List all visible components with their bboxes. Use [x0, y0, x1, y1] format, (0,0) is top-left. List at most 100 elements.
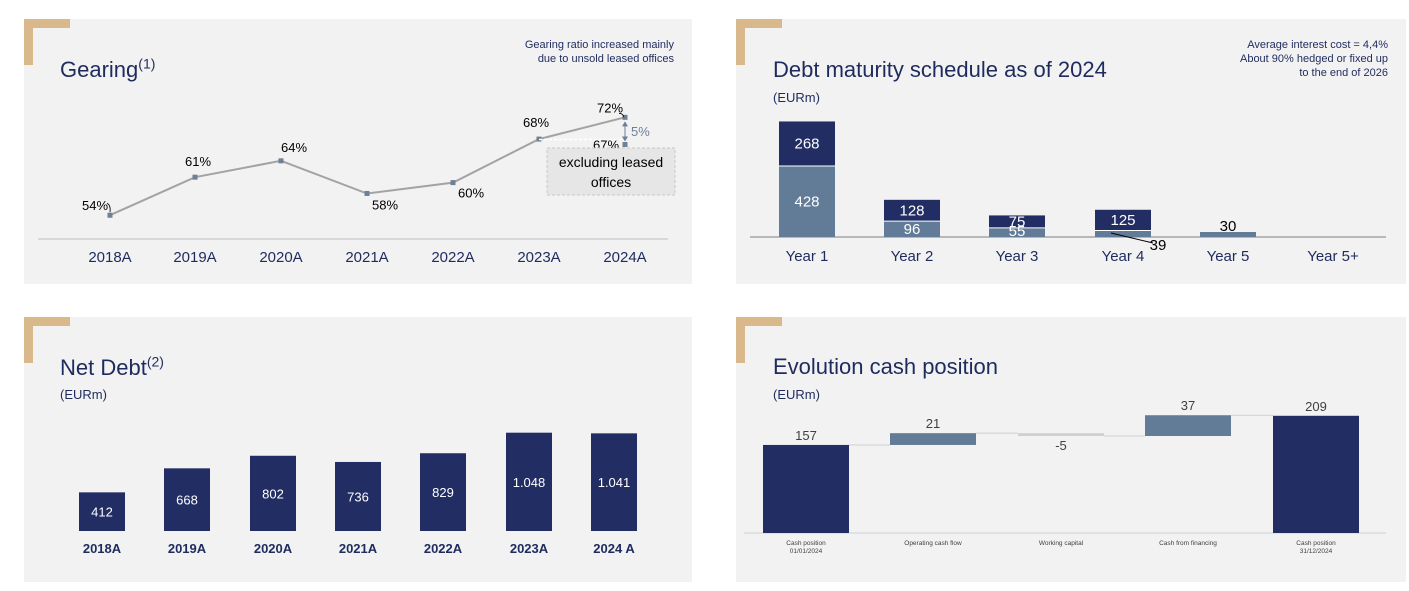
corner-ornament [736, 317, 782, 363]
net-debt-bar [164, 468, 210, 531]
debt-maturity-panel: Debt maturity schedule as of 2024 (EURm)… [736, 19, 1406, 284]
gearing-note-line2: due to unsold leased offices [537, 53, 674, 65]
net-debt-bar [506, 432, 552, 531]
maturity-bottom-label: 30 [1220, 218, 1237, 235]
corner-ornament [736, 19, 782, 65]
maturity-bottom-label: 96 [904, 221, 921, 238]
cash-position-title: Evolution cash position [773, 354, 999, 379]
gearing-title-footnote: (1) [138, 55, 156, 72]
maturity-bar-bottom [1095, 230, 1151, 237]
net-debt-panel: Net Debt(2) (EURm) 412 2018A 668 2019A 802 20… [24, 317, 692, 582]
net-debt-x-tick: 2023A [510, 541, 549, 556]
gearing-data-label: 60% [458, 186, 484, 201]
gearing-note-line1: Gearing ratio increased mainly [524, 39, 674, 51]
gearing-point [278, 158, 284, 164]
debt-maturity-note: Average interest cost = 4,4% About 90% h… [1240, 38, 1388, 80]
net-debt-value-label: 829 [432, 485, 454, 500]
net-debt-unit: (EURm) [60, 387, 107, 402]
gearing-point [192, 174, 198, 180]
gearing-x-tick: 2023A [517, 249, 560, 266]
maturity-top-label: 268 [794, 136, 819, 153]
gearing-x-tick: 2019A [173, 249, 216, 266]
cash-position-unit: (EURm) [773, 387, 820, 402]
net-debt-title: Net Debt(2) [60, 355, 164, 381]
maturity-bottom-label: 55 [1009, 223, 1026, 240]
cash-x-tick: Cash position [786, 540, 826, 547]
net-debt-x-tick: 2018A [83, 541, 122, 556]
net-debt-x-tick: 2022A [424, 541, 463, 556]
net-debt-bar [250, 455, 296, 531]
cash-bar [890, 433, 976, 445]
net-debt-bar [420, 453, 466, 531]
maturity-bar-bottom [884, 221, 940, 237]
net-debt-bar [79, 492, 125, 531]
cash-bar [1018, 433, 1104, 436]
net-debt-value-label: 668 [176, 493, 198, 508]
maturity-top-label: 75 [1009, 214, 1026, 231]
gearing-point [364, 190, 370, 196]
maturity-bar-top [1095, 209, 1151, 231]
maturity-x-tick: Year 3 [996, 248, 1039, 265]
cash-value-label: 21 [926, 416, 940, 431]
maturity-x-tick: Year 5 [1207, 248, 1250, 265]
net-debt-chart: 412 2018A 668 2019A 802 2020A 736 2021A 829 2022A… [79, 432, 637, 556]
maturity-x-tick: Year 1 [786, 248, 829, 265]
cash-value-label: -5 [1055, 438, 1067, 453]
cash-value-label: 37 [1181, 398, 1195, 413]
gearing-chart: 54% 61% 64% 58% 60% 68% 72% 2018A 2019A 2020A 2021… [38, 100, 676, 266]
cash-value-label: 209 [1305, 399, 1327, 414]
cash-x-tick: Operating cash flow [904, 540, 962, 547]
cash-x-tick: Working capital [1039, 540, 1084, 547]
gearing-note: Gearing ratio increased mainly due to un… [525, 38, 674, 66]
gearing-x-tick: 2018A [88, 249, 131, 266]
cash-bar [1145, 415, 1231, 436]
net-debt-value-label: 802 [262, 486, 284, 501]
maturity-bar-top [779, 121, 835, 166]
net-debt-title-footnote: (2) [146, 353, 164, 370]
cash-bar [1273, 415, 1359, 533]
maturity-top-label: 125 [1110, 212, 1135, 229]
corner-ornament [24, 317, 70, 363]
cash-value-label: 157 [795, 428, 817, 443]
net-debt-x-tick: 2019A [168, 541, 207, 556]
debt-maturity-title: Debt maturity schedule as of 2024 [773, 57, 1107, 82]
maturity-label-leader [1110, 232, 1154, 244]
maturity-x-tick: Year 5+ [1307, 248, 1359, 265]
maturity-bar-bottom [1200, 232, 1256, 237]
gearing-delta-arrowhead [622, 121, 628, 127]
maturity-x-tick: Year 4 [1102, 248, 1145, 265]
gearing-data-label: 61% [185, 154, 211, 169]
gearing-data-label: 68% [523, 115, 549, 130]
gearing-label-leader [618, 112, 625, 118]
debt-maturity-note-line2: About 90% hedged or fixed up [1239, 53, 1388, 65]
gearing-excl-box-line2: offices [591, 174, 631, 190]
cash-bar [763, 444, 849, 533]
cash-x-tick: 01/01/2024 [790, 548, 823, 555]
debt-maturity-unit: (EURm) [773, 90, 820, 105]
net-debt-value-label: 412 [91, 505, 113, 520]
gearing-panel: Gearing(1) Gearing ratio increased mainl… [24, 19, 692, 284]
net-debt-value-label: 1.048 [513, 475, 546, 490]
gearing-x-tick: 2020A [259, 249, 302, 266]
net-debt-x-tick: 2021A [339, 541, 378, 556]
maturity-bar-top [989, 215, 1045, 228]
gearing-x-tick: 2022A [431, 249, 474, 266]
net-debt-title-text: Net Debt [60, 355, 147, 380]
debt-maturity-note-line1: Average interest cost = 4,4% [1247, 39, 1388, 51]
gearing-title: Gearing(1) [60, 57, 155, 83]
net-debt-bar [591, 433, 637, 531]
cash-x-tick: Cash from financing [1159, 540, 1217, 547]
gearing-x-tick: 2024A [603, 249, 646, 266]
gearing-data-label: 72% [597, 100, 623, 115]
gearing-data-label: 58% [372, 197, 398, 212]
net-debt-bar [335, 461, 381, 531]
maturity-bottom-label: 428 [794, 193, 819, 210]
gearing-label-leader [106, 202, 111, 213]
debt-maturity-note-line3: to the end of 2026 [1299, 67, 1388, 79]
maturity-x-tick: Year 2 [891, 248, 934, 265]
gearing-point [107, 212, 113, 218]
gearing-point [450, 180, 456, 186]
net-debt-x-tick: 2020A [254, 541, 293, 556]
corner-ornament [24, 19, 70, 65]
